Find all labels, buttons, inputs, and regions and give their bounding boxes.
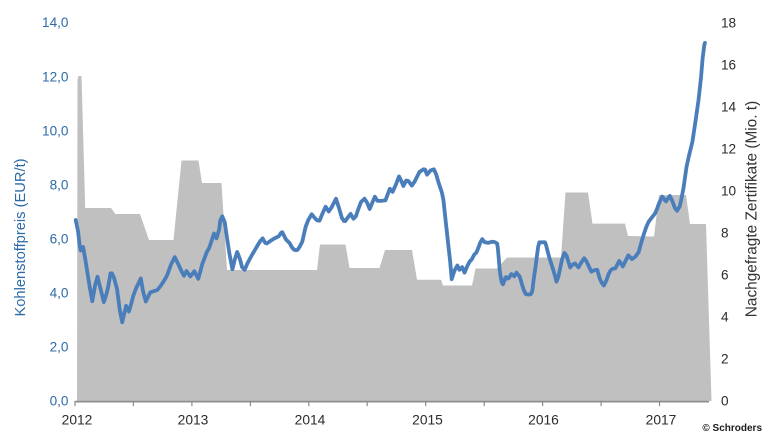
svg-text:0: 0 [721, 394, 729, 409]
svg-text:18: 18 [721, 15, 736, 30]
svg-text:Nachgefragte Zertifikate (Mio.: Nachgefragte Zertifikate (Mio. t) [744, 101, 761, 317]
svg-text:2017: 2017 [646, 413, 677, 428]
svg-text:0,0: 0,0 [50, 394, 69, 409]
svg-text:8,0: 8,0 [50, 177, 69, 192]
svg-text:2016: 2016 [528, 413, 559, 428]
svg-text:14: 14 [721, 99, 737, 114]
svg-text:2015: 2015 [412, 413, 443, 428]
svg-text:© Schroders: © Schroders [702, 423, 762, 434]
svg-text:10,0: 10,0 [42, 123, 69, 138]
svg-text:8: 8 [721, 226, 729, 241]
svg-text:16: 16 [721, 57, 736, 72]
svg-text:2012: 2012 [62, 413, 93, 428]
svg-text:4: 4 [721, 310, 729, 325]
svg-text:6,0: 6,0 [50, 232, 69, 247]
svg-text:14,0: 14,0 [42, 15, 69, 30]
svg-text:2,0: 2,0 [50, 340, 69, 355]
svg-text:12,0: 12,0 [42, 69, 69, 84]
svg-text:2013: 2013 [178, 413, 209, 428]
svg-text:6: 6 [721, 268, 729, 283]
svg-text:4,0: 4,0 [50, 286, 69, 301]
svg-text:10: 10 [721, 183, 737, 198]
svg-text:12: 12 [721, 141, 736, 156]
svg-text:2014: 2014 [295, 413, 326, 428]
svg-text:2: 2 [721, 352, 729, 367]
svg-text:Kohlenstoffpreis (EUR/t): Kohlenstoffpreis (EUR/t) [13, 158, 29, 316]
